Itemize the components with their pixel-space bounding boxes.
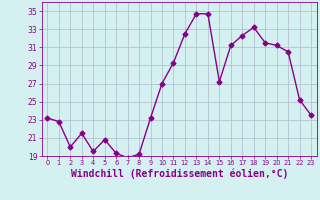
X-axis label: Windchill (Refroidissement éolien,°C): Windchill (Refroidissement éolien,°C) <box>70 169 288 179</box>
